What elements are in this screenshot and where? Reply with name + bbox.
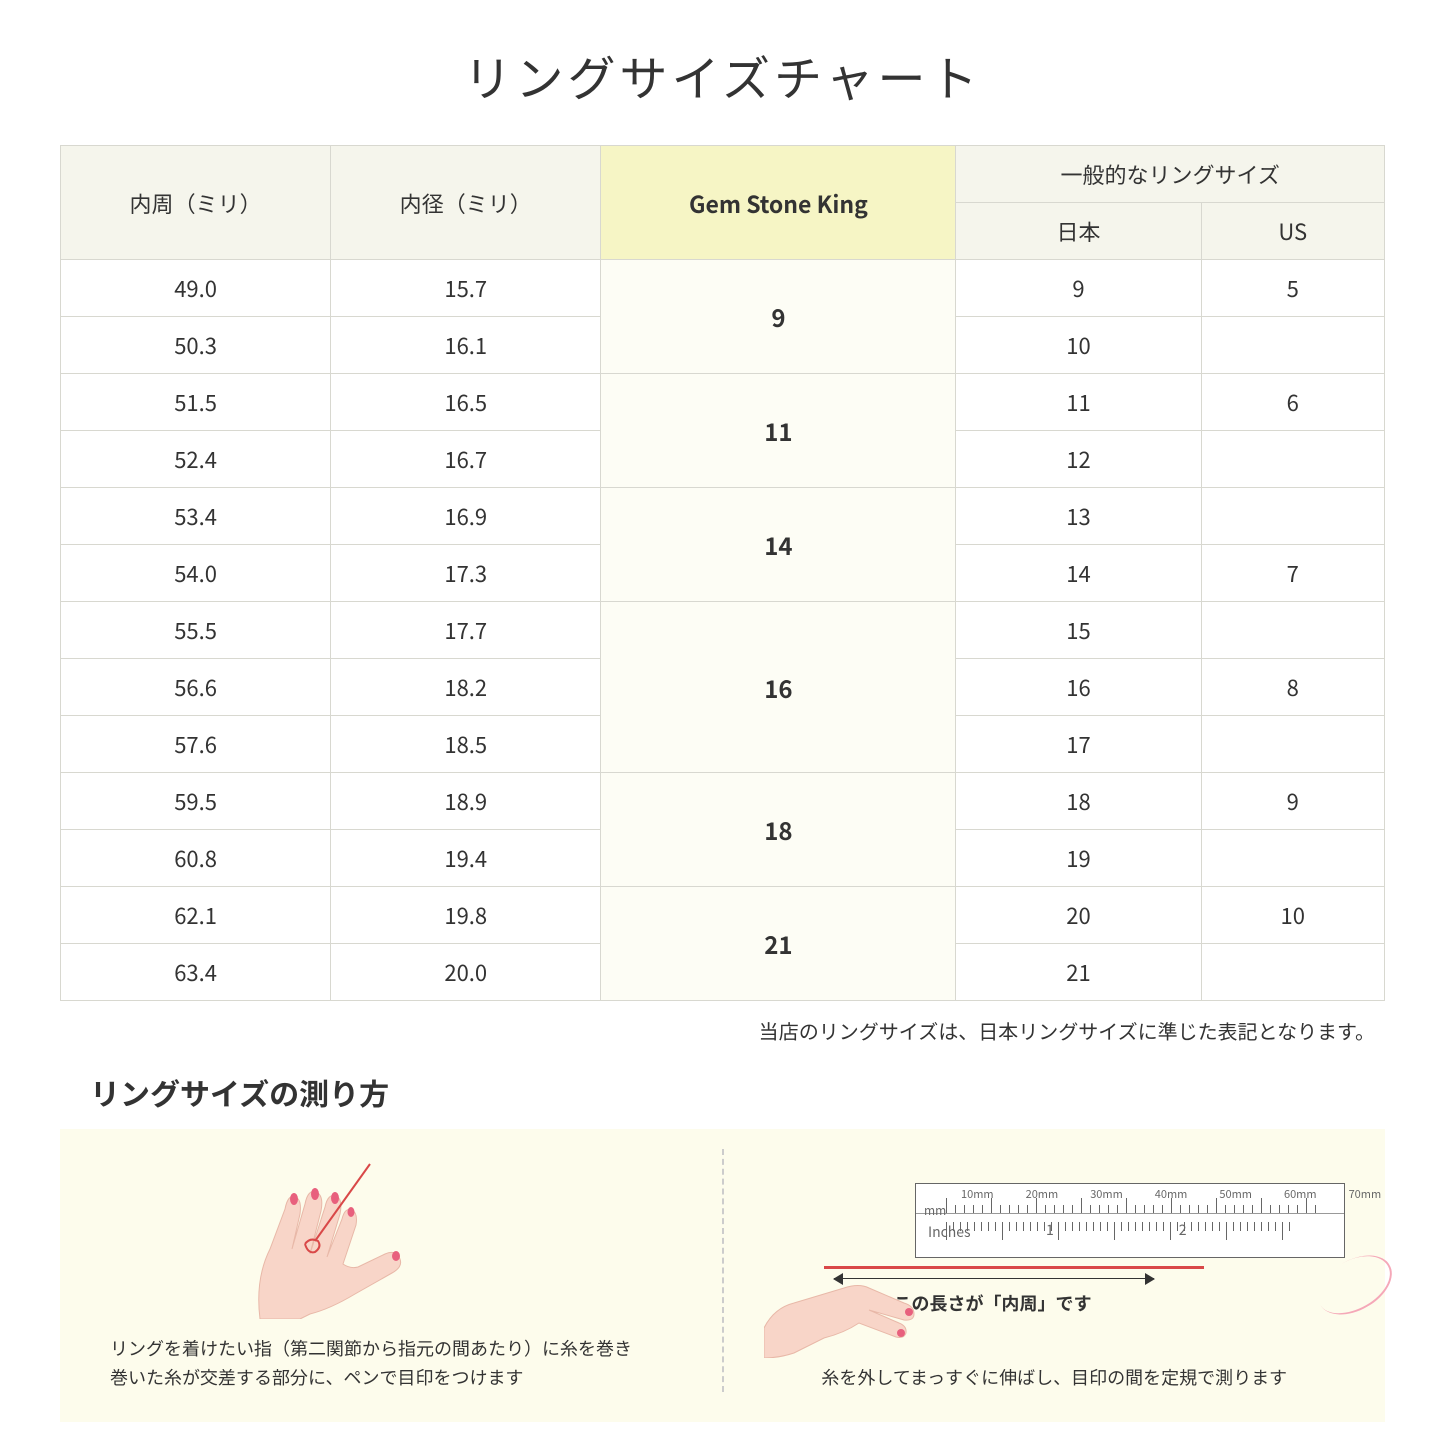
table-row: 53.416.91413	[61, 488, 1385, 545]
instructions-panel: リングを着けたい指（第二関節から指元の間あたり）に糸を巻き 巻いた糸が交差する部…	[60, 1129, 1385, 1422]
table-row: 55.517.71615	[61, 602, 1385, 659]
instruction-1-text: リングを着けたい指（第二関節から指元の間あたり）に糸を巻き 巻いた糸が交差する部…	[90, 1334, 692, 1392]
instruction-2-text: 糸を外してまっすぐに伸ばし、目印の間を定規で測ります	[754, 1363, 1356, 1392]
size-chart-table: 内周（ミリ） 内径（ミリ） Gem Stone King 一般的なリングサイズ …	[60, 145, 1385, 1001]
instruction-step-2: 10mm20mm30mm40mm50mm60mm70mm mm Inches 1…	[754, 1149, 1356, 1392]
hand-wrapping-icon	[210, 1149, 440, 1319]
header-us: US	[1201, 203, 1385, 260]
header-diameter: 内径（ミリ）	[331, 146, 601, 260]
instruction-step-1: リングを着けたい指（第二関節から指元の間あたり）に糸を巻き 巻いた糸が交差する部…	[90, 1149, 692, 1392]
measure-subtitle: リングサイズの測り方	[60, 1070, 1385, 1114]
header-general: 一般的なリングサイズ	[956, 146, 1385, 203]
hand-measuring-icon	[764, 1238, 934, 1358]
header-japan: 日本	[956, 203, 1201, 260]
table-row: 62.119.8212010	[61, 887, 1385, 944]
instruction-divider	[722, 1149, 724, 1392]
header-circumference: 内周（ミリ）	[61, 146, 331, 260]
table-note: 当店のリングサイズは、日本リングサイズに準じた表記となります。	[60, 1016, 1385, 1045]
table-row: 51.516.511116	[61, 374, 1385, 431]
ruler-icon: 10mm20mm30mm40mm50mm60mm70mm mm Inches 1…	[915, 1183, 1345, 1258]
table-row: 59.518.918189	[61, 773, 1385, 830]
page-title: リングサイズチャート	[60, 40, 1385, 110]
table-row: 49.015.7995	[61, 260, 1385, 317]
header-gsk: Gem Stone King	[601, 146, 956, 260]
